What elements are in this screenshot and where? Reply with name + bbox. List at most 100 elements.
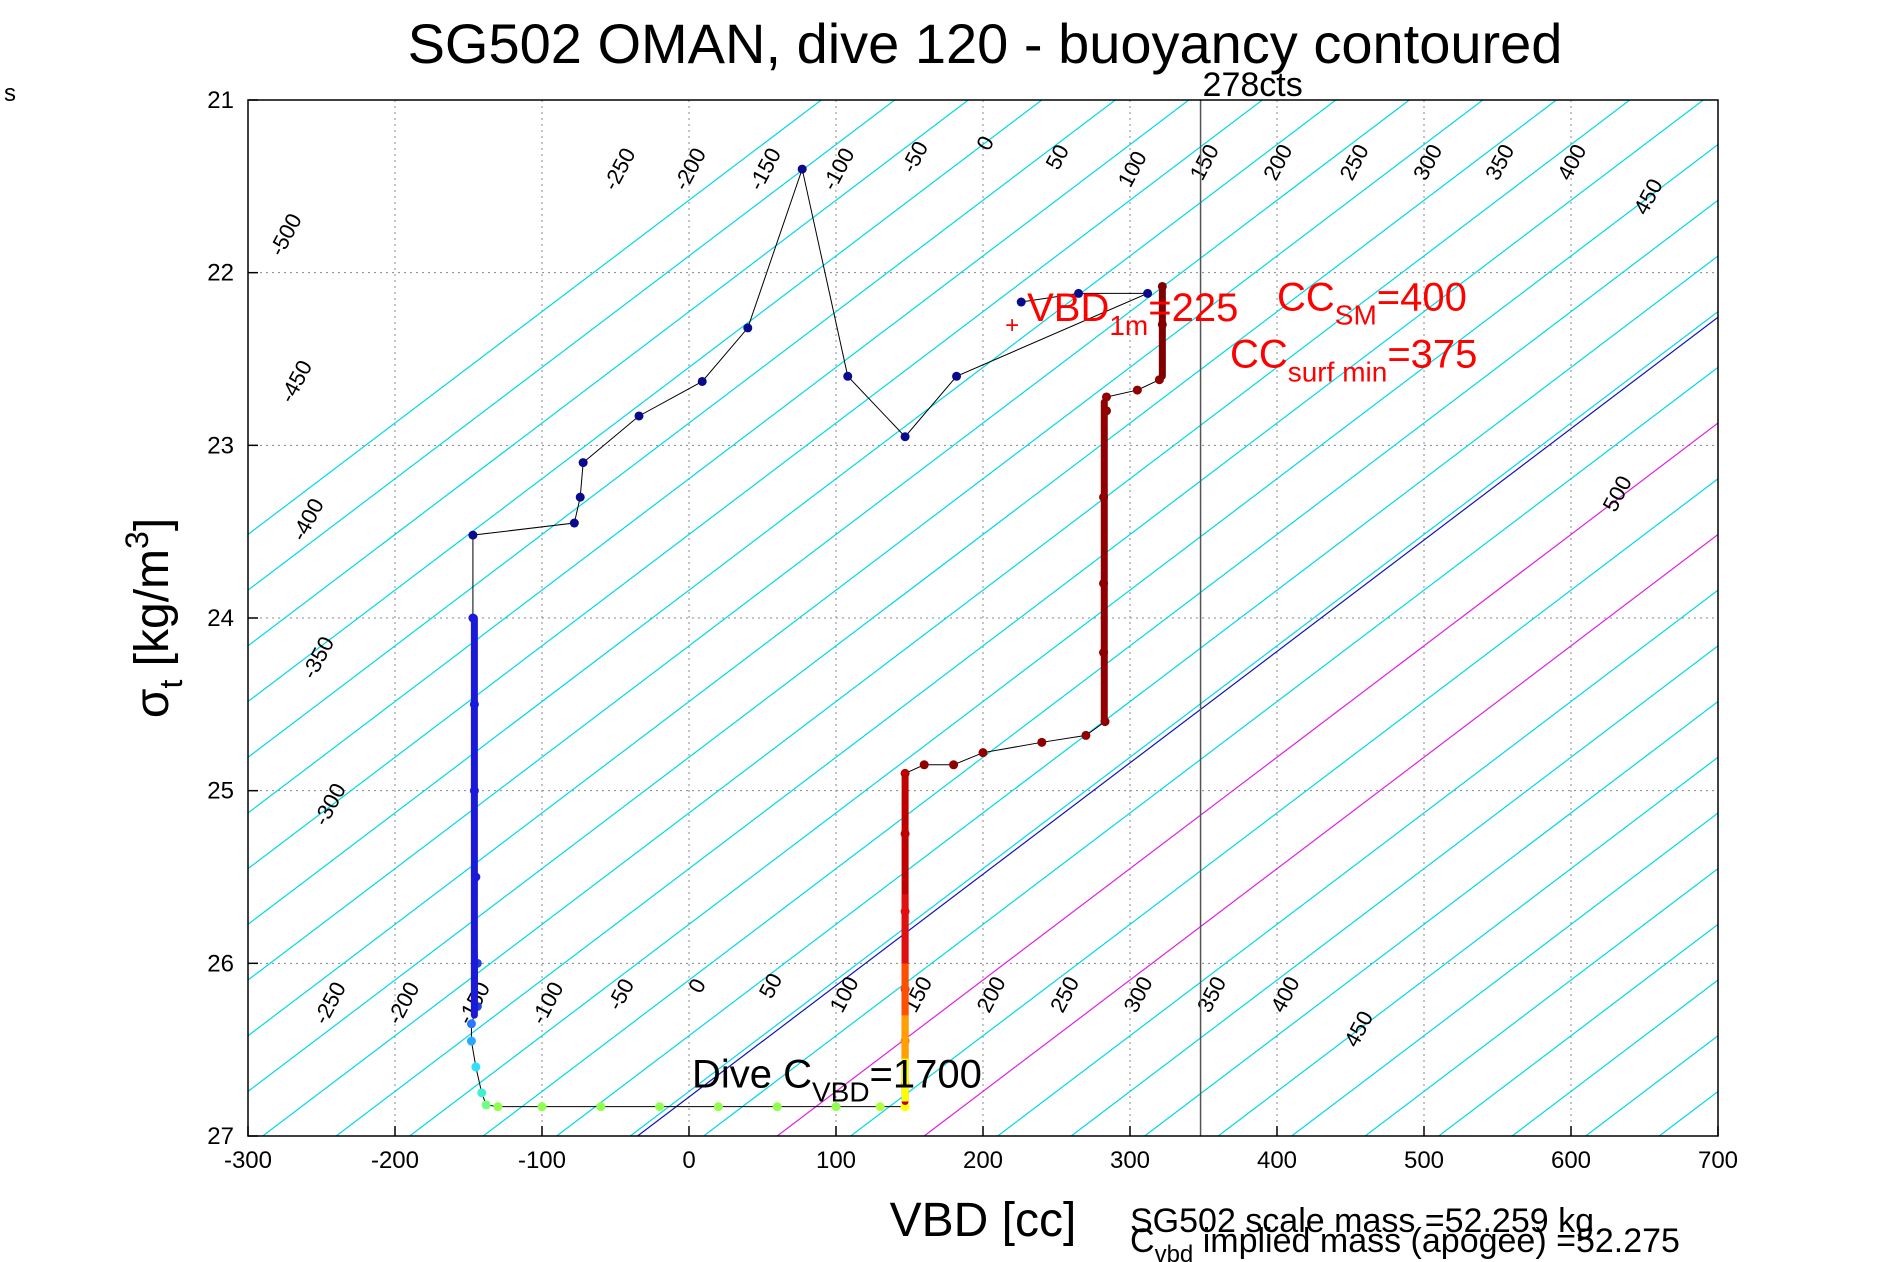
contour-label: -250 xyxy=(598,144,641,195)
data-point xyxy=(949,760,959,770)
x-tick-label: -200 xyxy=(371,1147,419,1174)
data-point xyxy=(743,323,753,333)
contour-line xyxy=(248,100,822,536)
contour-label: 100 xyxy=(824,972,863,1016)
y-tick-label: 24 xyxy=(207,605,234,632)
contour-line xyxy=(248,100,1263,870)
axis-ticks: -300 -200 -100 0 100 200 300 400 500 600 700212223… xyxy=(207,87,1738,1174)
contour-line xyxy=(409,143,1718,1136)
data-point xyxy=(493,1102,503,1112)
y-label-unit-pre: [kg/m xyxy=(126,549,179,680)
contour-label: 400 xyxy=(1552,140,1591,184)
data-point xyxy=(697,376,707,386)
vbd-reference-line: 278cts xyxy=(1199,66,1303,1136)
contour-line xyxy=(248,100,1337,926)
scale-mass-text: SG502 scale mass =52.259 kg xyxy=(1130,1202,1594,1240)
contour-label: -200 xyxy=(668,144,711,195)
x-tick-label: 700 xyxy=(1698,1147,1738,1174)
data-point xyxy=(713,1102,723,1112)
contour-line xyxy=(1364,867,1718,1136)
chart-title: SG502 OMAN, dive 120 - buoyancy contoure… xyxy=(408,12,1563,75)
x-tick-label: 600 xyxy=(1551,1147,1591,1174)
data-point xyxy=(900,432,910,442)
data-point xyxy=(900,1102,910,1112)
contour-label: 200 xyxy=(971,972,1010,1016)
contour-label: 50 xyxy=(1040,140,1074,173)
y-axis-label: σt [kg/m3] xyxy=(119,518,189,718)
data-point xyxy=(575,492,585,502)
dive-cvbd-annotation: Dive CVBD=1700 xyxy=(692,1053,982,1108)
x-tick-label: -100 xyxy=(518,1147,566,1174)
data-point xyxy=(578,458,588,468)
y-tick-label: 22 xyxy=(207,260,234,287)
contour-label: -350 xyxy=(296,632,339,683)
contour-line xyxy=(248,100,1484,1037)
data-point xyxy=(477,1088,487,1098)
contour-label: 150 xyxy=(1185,140,1224,184)
contour-line xyxy=(776,422,1718,1136)
annotations: VBD1m=225 + CCSM=400 CCsurf min=375 Dive… xyxy=(692,276,1680,1262)
ccsurf-annotation: CCsurf min=375 xyxy=(1230,333,1477,388)
contour-line xyxy=(556,255,1718,1136)
data-point xyxy=(466,1019,476,1029)
data-point xyxy=(797,164,807,174)
contour-label: 250 xyxy=(1335,140,1374,184)
contour-line xyxy=(248,100,1190,814)
data-point xyxy=(1143,288,1153,298)
y-tick-label: 23 xyxy=(207,432,234,459)
data-point xyxy=(468,530,478,540)
contour-label: -450 xyxy=(274,356,317,407)
contour-line xyxy=(1658,1090,1718,1136)
y-tick-label: 25 xyxy=(207,778,234,805)
data-point xyxy=(655,1102,665,1112)
data-point xyxy=(466,1036,476,1046)
x-tick-label: 500 xyxy=(1404,1147,1444,1174)
contour-line xyxy=(850,477,1718,1136)
contour-line xyxy=(637,316,1718,1136)
data-point xyxy=(952,371,962,381)
vbd1m-annotation: VBD1m=225 xyxy=(1027,286,1238,341)
contour-line xyxy=(248,100,1557,1093)
ccsm-annotation: CCSM=400 xyxy=(1277,276,1467,331)
data-point xyxy=(1074,288,1084,298)
y-tick-label: 26 xyxy=(207,950,234,977)
y-label-unit-post: ] xyxy=(126,518,179,531)
contour-label: -400 xyxy=(286,494,329,545)
data-point xyxy=(831,1102,841,1112)
contour-label: 50 xyxy=(754,969,788,1002)
x-tick-label: 0 xyxy=(682,1147,695,1174)
vbd1m-marker: + xyxy=(1005,312,1019,339)
contour-line xyxy=(482,199,1718,1136)
contour-label: 0 xyxy=(683,974,711,997)
corner-text: s xyxy=(4,80,16,107)
contour-line xyxy=(248,100,1116,759)
contour-line xyxy=(1070,645,1718,1136)
data-point xyxy=(919,760,929,770)
data-point xyxy=(537,1102,547,1112)
contour-line xyxy=(997,589,1718,1136)
data-point xyxy=(634,411,644,421)
data-point xyxy=(481,1100,491,1110)
contour-label: -50 xyxy=(602,974,639,1014)
vline-label: 278cts xyxy=(1203,66,1303,104)
contour-label: -300 xyxy=(308,779,351,830)
data-point xyxy=(569,518,579,528)
contour-line xyxy=(262,100,1631,1136)
contour-line xyxy=(1585,1034,1718,1136)
y-label-unit-sup: 3 xyxy=(119,531,155,549)
contour-line xyxy=(1144,700,1718,1136)
contour-line xyxy=(629,310,1718,1136)
x-tick-label: 300 xyxy=(1110,1147,1150,1174)
contour-line xyxy=(248,100,896,591)
contour-line xyxy=(1217,756,1718,1136)
data-point xyxy=(772,1102,782,1112)
data-point xyxy=(1016,297,1026,307)
data-point xyxy=(843,371,853,381)
contour-label: -500 xyxy=(264,209,307,260)
contour-line xyxy=(248,100,969,647)
buoyancy-contours xyxy=(248,100,1718,1136)
data-point xyxy=(471,1062,481,1072)
data-point xyxy=(875,1102,885,1112)
contour-label: 450 xyxy=(1339,1007,1378,1051)
